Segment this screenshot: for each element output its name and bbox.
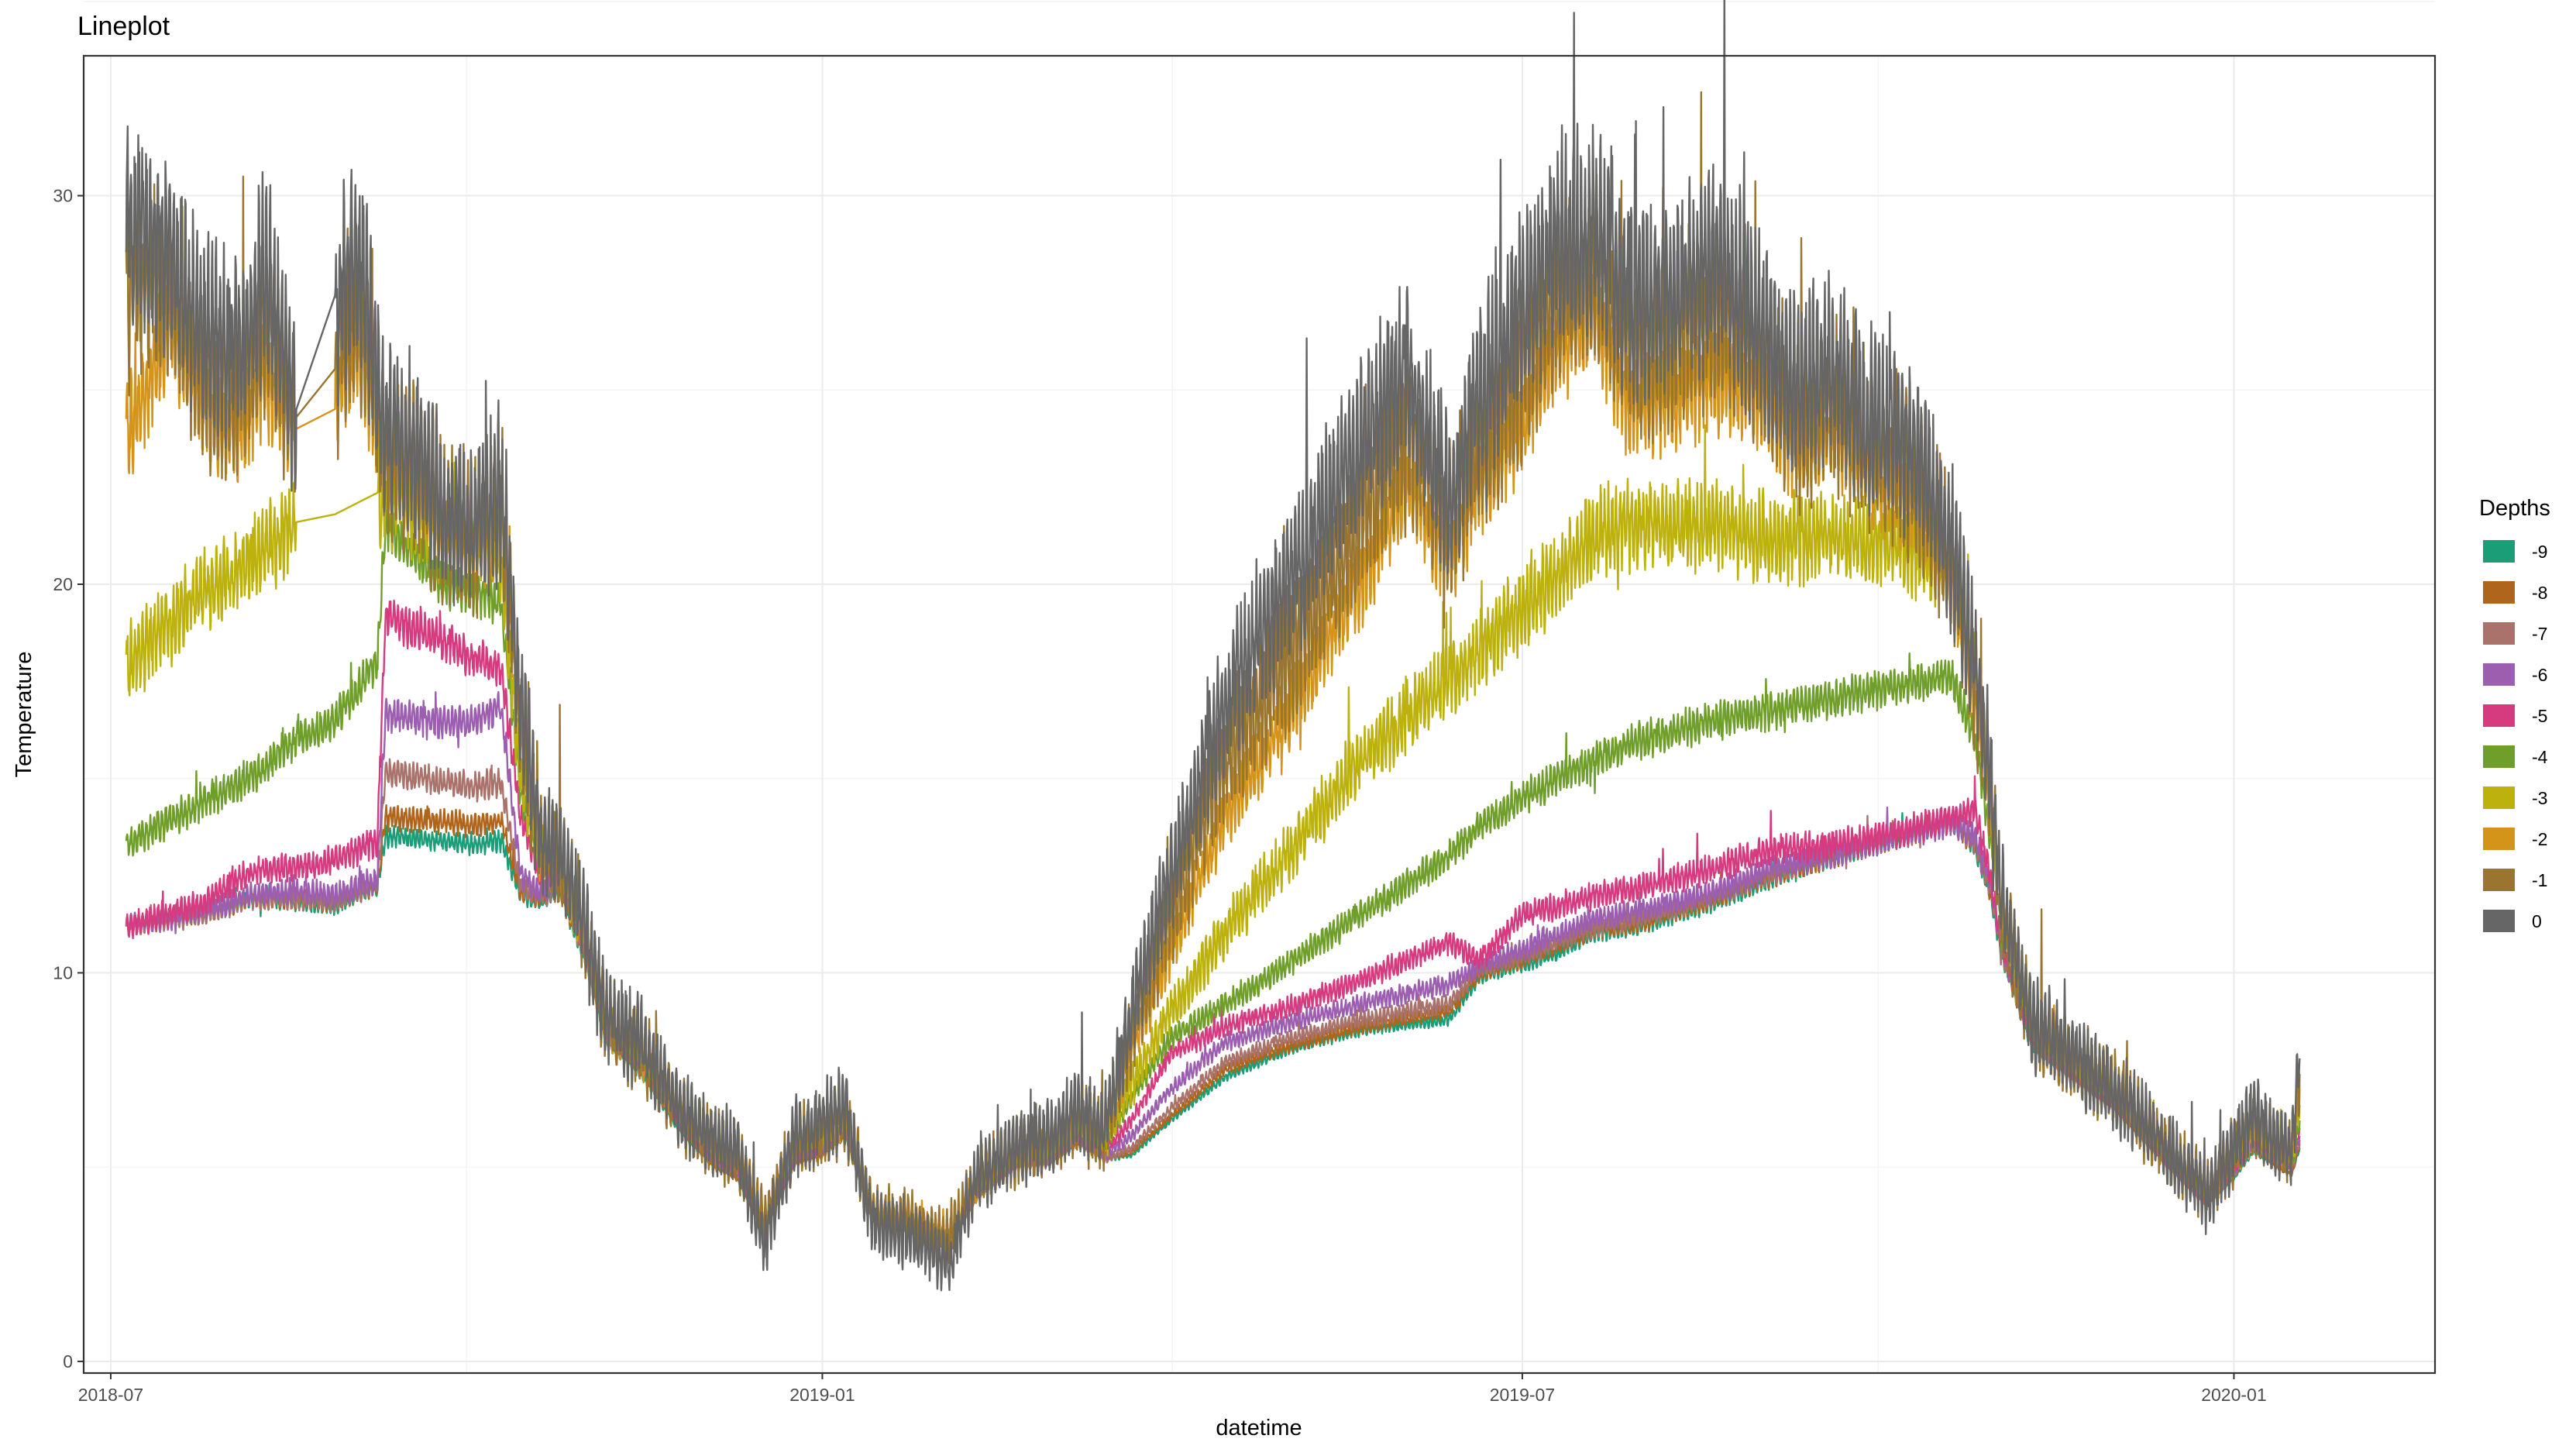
legend-label: -5 bbox=[2532, 706, 2547, 726]
legend-swatch bbox=[2483, 869, 2515, 891]
chart-title: Lineplot bbox=[77, 12, 170, 41]
legend-label: -8 bbox=[2532, 583, 2547, 603]
y-tick-label: 10 bbox=[53, 962, 73, 983]
x-tick-label: 2020-01 bbox=[2201, 1385, 2266, 1405]
x-tick-label: 2019-01 bbox=[789, 1385, 855, 1405]
series-lines bbox=[125, 0, 2301, 1292]
legend-swatch bbox=[2483, 910, 2515, 932]
legend-label: 0 bbox=[2532, 911, 2542, 931]
x-axis-title: datetime bbox=[1216, 1416, 1302, 1440]
series-line bbox=[125, 599, 2301, 1242]
legend-swatch bbox=[2483, 581, 2515, 604]
series-line bbox=[125, 0, 2301, 1292]
legend-swatch bbox=[2483, 622, 2515, 645]
legend-swatch bbox=[2483, 828, 2515, 850]
legend-swatch bbox=[2483, 663, 2515, 686]
legend-swatch bbox=[2483, 540, 2515, 563]
x-tick-label: 2018-07 bbox=[78, 1385, 143, 1405]
legend-label: -9 bbox=[2532, 542, 2547, 562]
legend-label: -6 bbox=[2532, 665, 2547, 685]
legend-swatch bbox=[2483, 704, 2515, 727]
legend: Depths -9 -8 -7 -6 -5 -4 -3 -2 -1 0 bbox=[2479, 496, 2550, 932]
plot-panel-border bbox=[82, 54, 2437, 1375]
legend-label: -1 bbox=[2532, 870, 2547, 890]
legend-label: -2 bbox=[2532, 829, 2547, 849]
x-tick-label: 2019-07 bbox=[1490, 1385, 1555, 1405]
legend-swatch bbox=[2483, 745, 2515, 768]
y-axis-title: Temperature bbox=[12, 652, 36, 778]
legend-swatch bbox=[2483, 786, 2515, 809]
legend-label: -4 bbox=[2532, 747, 2548, 767]
y-tick-label: 30 bbox=[53, 186, 73, 206]
y-tick-label: 20 bbox=[53, 574, 73, 594]
y-tick-label: 0 bbox=[63, 1351, 73, 1372]
axes: 0 10 20 30 2018-07 2019-01 2019-07 2020-01 bbox=[53, 186, 2266, 1405]
legend-label: -3 bbox=[2532, 788, 2547, 808]
legend-title: Depths bbox=[2479, 496, 2550, 521]
legend-label: -7 bbox=[2532, 624, 2547, 644]
series-line bbox=[125, 501, 2301, 1243]
legend-items: -9 -8 -7 -6 -5 -4 -3 -2 -1 0 bbox=[2483, 540, 2548, 932]
